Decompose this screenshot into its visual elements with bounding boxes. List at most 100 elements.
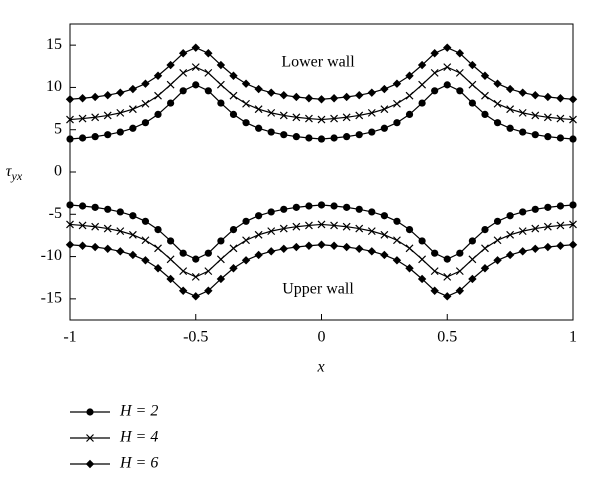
marker (355, 131, 363, 139)
marker (78, 221, 87, 230)
marker (229, 91, 238, 100)
marker (431, 87, 439, 95)
marker (493, 236, 502, 245)
y-tick-label: -10 (41, 247, 62, 264)
marker (279, 111, 288, 120)
marker (355, 205, 363, 213)
marker (317, 115, 326, 124)
marker (104, 205, 112, 213)
marker (380, 230, 389, 239)
marker (556, 134, 565, 142)
marker (380, 124, 388, 132)
marker (443, 43, 452, 52)
marker (141, 79, 150, 88)
marker (518, 227, 527, 236)
marker (191, 292, 200, 301)
marker (279, 91, 288, 100)
marker (544, 203, 552, 211)
marker (178, 49, 188, 58)
marker (254, 250, 263, 260)
y-tick-label: 10 (46, 78, 62, 95)
marker (531, 205, 539, 213)
series-line (69, 66, 574, 121)
marker (505, 84, 515, 94)
marker (556, 221, 565, 230)
marker (317, 95, 326, 104)
marker (241, 256, 251, 265)
marker (304, 94, 314, 103)
marker (229, 264, 238, 273)
marker (342, 242, 351, 252)
legend-marker (86, 408, 94, 416)
marker (556, 202, 565, 210)
marker (242, 217, 250, 225)
y-tick-label: 5 (54, 120, 62, 137)
marker (431, 249, 439, 257)
marker (544, 133, 552, 141)
marker (78, 202, 87, 210)
marker (392, 256, 402, 265)
marker (355, 244, 364, 253)
series-line (69, 223, 574, 278)
marker (367, 108, 376, 117)
marker (393, 99, 401, 108)
marker (304, 241, 314, 250)
marker (569, 201, 577, 209)
marker (292, 222, 301, 231)
y-axis-label: τyx (6, 163, 23, 183)
marker (493, 119, 502, 127)
marker (531, 244, 540, 253)
marker (493, 79, 502, 88)
marker (204, 286, 213, 295)
marker (254, 84, 263, 94)
marker (481, 244, 489, 253)
marker (217, 99, 225, 107)
marker (292, 242, 301, 252)
marker (66, 201, 74, 209)
marker (317, 135, 326, 143)
marker (267, 108, 276, 117)
marker (317, 201, 326, 209)
marker (103, 111, 112, 120)
marker (192, 255, 200, 263)
marker (292, 92, 301, 102)
marker (531, 91, 540, 100)
marker (329, 241, 339, 250)
marker (154, 110, 162, 119)
marker (317, 240, 326, 249)
marker (91, 133, 99, 141)
marker (78, 114, 87, 123)
marker (66, 220, 74, 229)
marker (518, 108, 527, 117)
marker (305, 202, 313, 210)
annotation: Lower wall (281, 54, 355, 71)
marker (191, 272, 200, 281)
legend-marker (85, 459, 95, 469)
marker (455, 267, 464, 276)
marker (343, 203, 351, 211)
marker (405, 110, 414, 119)
marker (216, 255, 225, 264)
marker (569, 115, 577, 124)
x-tick-label: 1 (569, 329, 577, 346)
marker (267, 88, 276, 97)
marker (330, 114, 338, 123)
marker (519, 208, 527, 216)
marker (430, 49, 439, 58)
marker (204, 267, 213, 276)
marker (267, 247, 276, 256)
x-tick-label: -1 (63, 329, 76, 346)
marker (229, 71, 238, 80)
marker (179, 87, 187, 95)
marker (443, 255, 451, 263)
marker (66, 135, 74, 143)
marker (128, 105, 137, 114)
marker (317, 220, 326, 229)
y-axis-symbol: τ (6, 163, 13, 180)
marker (342, 222, 351, 231)
marker (65, 95, 75, 104)
y-tick-label: -15 (41, 290, 62, 307)
marker (141, 256, 150, 265)
marker (342, 92, 351, 102)
